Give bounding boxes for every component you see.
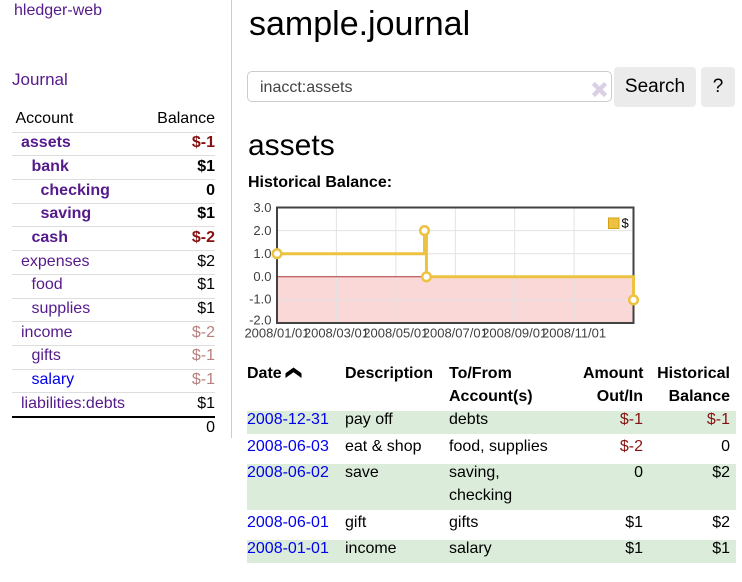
svg-text:0.0: 0.0: [253, 269, 271, 284]
svg-text:2.0: 2.0: [253, 223, 271, 238]
svg-text:-2.0: -2.0: [249, 313, 271, 328]
svg-text:3.0: 3.0: [253, 200, 271, 215]
svg-text:2008/01/01: 2008/01/01: [244, 326, 309, 341]
svg-text:-1.0: -1.0: [249, 291, 271, 306]
svg-text:2008/03/01: 2008/03/01: [304, 326, 369, 341]
svg-text:$: $: [622, 216, 630, 231]
svg-text:1.0: 1.0: [253, 246, 271, 261]
svg-text:2008/07/01: 2008/07/01: [423, 326, 488, 341]
svg-text:2008/11/01: 2008/11/01: [542, 326, 606, 341]
svg-text:2008/05/01: 2008/05/01: [363, 326, 428, 341]
svg-text:2008/09/01: 2008/09/01: [482, 326, 547, 341]
